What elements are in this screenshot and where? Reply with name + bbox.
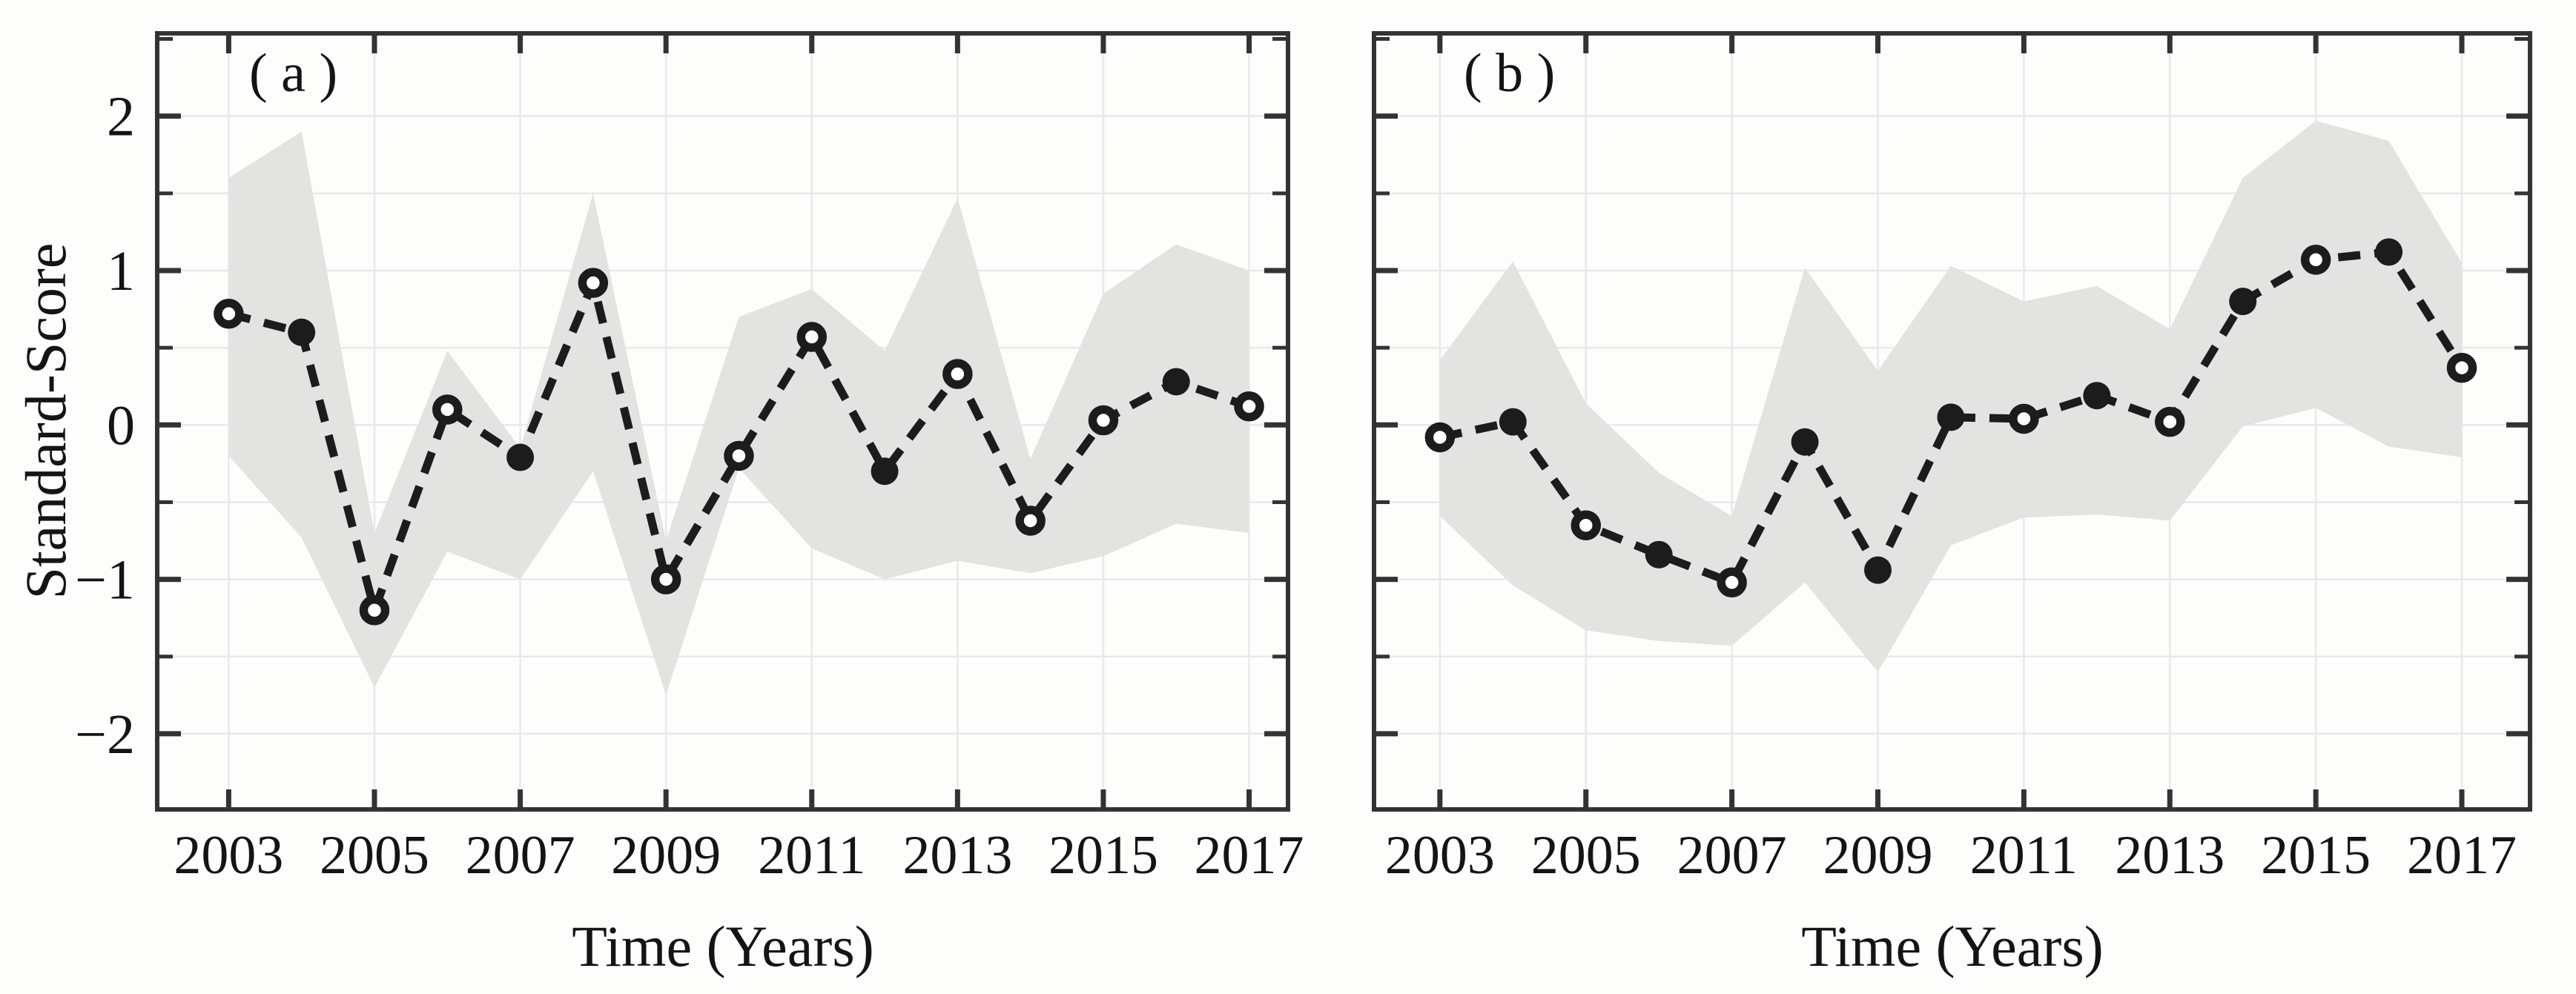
panel-a-label: ( a )	[249, 43, 338, 104]
x-tick-label: 2007	[466, 825, 575, 886]
x-tick-label: 2015	[2261, 825, 2371, 886]
data-point-marker-filled	[288, 318, 316, 346]
data-point-marker-open	[2155, 406, 2185, 437]
data-point-marker-open	[1717, 567, 1747, 598]
x-tick-label: 2007	[1677, 825, 1787, 886]
panel-b-label: ( b )	[1464, 43, 1556, 104]
confidence-band-a	[228, 131, 1249, 695]
data-point-marker-open	[2446, 352, 2477, 383]
x-tick-label: 2009	[1823, 825, 1933, 886]
x-tick-label: 2003	[174, 825, 283, 886]
series-line-b	[1439, 248, 2466, 588]
x-tick-label: 2017	[2407, 825, 2517, 886]
x-tick-label: 2011	[1970, 825, 2078, 886]
confidence-band-b	[1439, 120, 2462, 672]
data-point-marker-filled	[1162, 368, 1190, 396]
x-tick-label: 2015	[1048, 825, 1158, 886]
y-tick-label: −1	[75, 549, 135, 612]
data-point-marker-filled	[1645, 540, 1673, 569]
axis-frame-a	[155, 31, 1290, 812]
data-point-marker-filled	[1864, 556, 1892, 584]
data-point-marker-open	[1424, 422, 1456, 453]
data-point-marker-filled	[2083, 382, 2111, 410]
x-tick-label: 2005	[320, 825, 429, 886]
x-tick-label: 2011	[758, 825, 865, 886]
data-point-marker-open	[650, 564, 681, 594]
data-point-marker-open	[1015, 506, 1046, 536]
x-tick-label: 2005	[1531, 825, 1641, 886]
axis-frame-b	[1372, 31, 2532, 812]
data-point-marker-open	[1571, 510, 1601, 540]
data-point-marker-open	[1234, 391, 1264, 422]
data-point-marker-filled	[2375, 238, 2403, 266]
data-point-marker-open	[2009, 403, 2039, 434]
x-tick-label: 2013	[2115, 825, 2225, 886]
y-tick-label: 2	[107, 86, 135, 148]
panel-a-plot: 2003 2005 2007 2009 2011 2013 2015 2017 2 1 0 −1 −2	[75, 31, 1304, 886]
data-point-marker-open	[724, 440, 754, 471]
x-axis-label-a: Time (Years)	[572, 914, 874, 978]
y-tick-label: −2	[75, 703, 135, 766]
x-tick-label: 2003	[1385, 825, 1495, 886]
data-point-marker-open	[796, 322, 828, 352]
y-tick-label: 0	[107, 394, 135, 457]
y-axis-label: Standard-Score	[13, 242, 78, 600]
data-point-marker-open	[2300, 245, 2331, 275]
data-point-marker-open	[942, 359, 973, 389]
y-tick-label: 1	[107, 240, 135, 302]
x-tick-label: 2013	[902, 825, 1012, 886]
data-point-marker-filled	[1791, 428, 1819, 456]
data-point-marker-open	[214, 299, 244, 329]
data-point-marker-filled	[1937, 403, 1965, 431]
data-point-marker-open	[432, 394, 463, 425]
data-point-marker-filled	[871, 457, 899, 486]
data-point-marker-filled	[506, 443, 535, 471]
x-tick-label: 2009	[611, 825, 721, 886]
data-point-marker-open	[578, 268, 609, 298]
x-tick-label: 2017	[1195, 825, 1304, 886]
x-axis-label-b: Time (Years)	[1801, 914, 2104, 978]
data-point-marker-open	[359, 595, 390, 626]
data-point-marker-filled	[2229, 288, 2257, 316]
panel-b-plot: 2003 2005 2007 2009 2011 2013 2015 2017	[1372, 31, 2532, 886]
data-point-marker-open	[1088, 405, 1119, 436]
data-point-marker-filled	[1499, 408, 1527, 436]
